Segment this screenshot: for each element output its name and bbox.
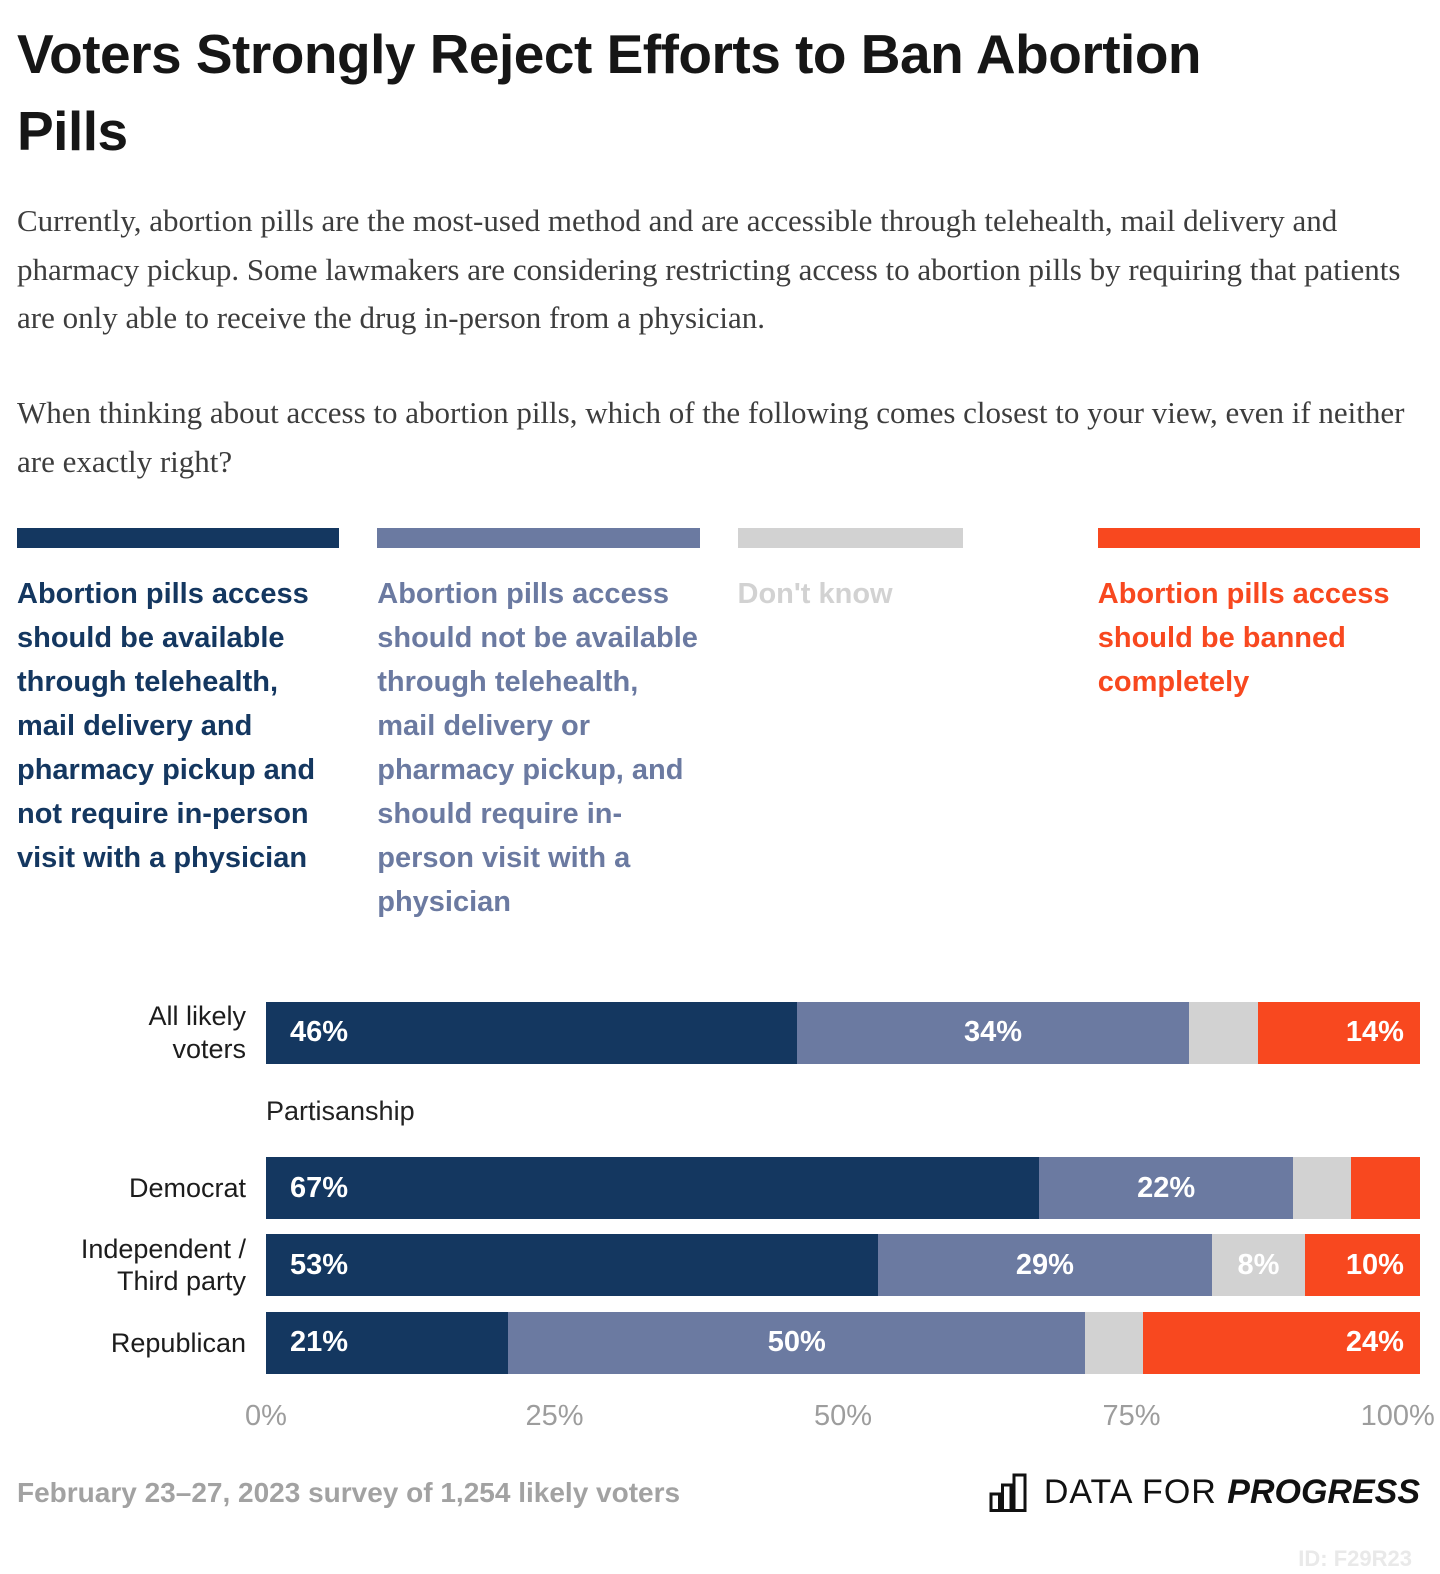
bar-segment: 29% (877, 1234, 1213, 1297)
segment-value-label: 29% (1015, 1248, 1074, 1281)
segment-value-label: 53% (290, 1248, 349, 1281)
category-label: All likely voters (148, 1001, 246, 1064)
bar-chart-icon (989, 1473, 1027, 1512)
section-row: Partisanship (17, 1065, 1420, 1157)
category-label: Democrat (128, 1172, 246, 1203)
bar-row: Democrat 67% 22% (17, 1157, 1420, 1220)
legend-swatch (737, 528, 964, 549)
bar-row: Independent / Third party 53% 29% 8% 10% (17, 1233, 1420, 1298)
bar-track: 21% 50% 24% (266, 1311, 1420, 1374)
bar-segment (1189, 1001, 1259, 1064)
bar-segment: 46% (266, 1001, 797, 1064)
brand-name: PROGRESS (1227, 1473, 1420, 1512)
bar-segment: 67% (266, 1157, 1040, 1220)
bar-segment: 53% (266, 1234, 878, 1297)
legend-item: Abortion pills access should not be avai… (377, 528, 700, 924)
segment-value-label: 21% (290, 1326, 349, 1359)
bar-segment: 50% (508, 1311, 1086, 1374)
x-tick-label: 0% (245, 1399, 287, 1432)
bar-segment (1350, 1157, 1420, 1220)
bar-track: 67% 22% (266, 1157, 1420, 1220)
category-label: Republican (110, 1327, 246, 1358)
footer: February 23–27, 2023 survey of 1,254 lik… (17, 1472, 1420, 1514)
legend-label: Abortion pills access should be availabl… (17, 578, 316, 875)
brand-prefix: DATA FOR (1043, 1473, 1217, 1512)
segment-value-label: 24% (1345, 1326, 1404, 1359)
bar-row: Republican 21% 50% 24% (17, 1311, 1420, 1374)
legend-item: Abortion pills access should be banned c… (1097, 528, 1420, 924)
question-paragraph: When thinking about access to abortion p… (17, 394, 1405, 479)
legend-item: Abortion pills access should be availabl… (17, 528, 340, 924)
segment-value-label: 67% (290, 1171, 349, 1204)
bar-segment: 34% (796, 1001, 1190, 1064)
bar-segment (1085, 1311, 1144, 1374)
bar-segment: 10% (1304, 1234, 1420, 1297)
bar-segment: 24% (1143, 1311, 1420, 1374)
source-note: February 23–27, 2023 survey of 1,254 lik… (17, 1476, 681, 1508)
page-title: Voters Strongly Reject Efforts to Ban Ab… (17, 23, 1202, 162)
bar-rows-overall: All likely voters 46% 34% 14% (17, 1000, 1420, 1065)
segment-value-label: 50% (767, 1326, 826, 1359)
legend-swatch (17, 528, 340, 549)
x-tick-label: 100% (1360, 1399, 1435, 1432)
bar-segment: 21% (266, 1311, 509, 1374)
chart-id: ID: F29R23 (1298, 1546, 1412, 1571)
brand-text: DATA FOR PROGRESS (1044, 1473, 1420, 1512)
legend: Abortion pills access should be availabl… (17, 528, 1420, 924)
bar-segment: 22% (1039, 1157, 1294, 1220)
segment-value-label: 34% (963, 1016, 1023, 1049)
bar-track: 46% 34% 14% (266, 1001, 1420, 1064)
segment-value-label: 46% (290, 1016, 349, 1049)
x-axis: 0% 25% 50% 75% 100% (245, 1399, 1435, 1442)
bar-row: All likely voters 46% 34% 14% (17, 1000, 1420, 1065)
section-label: Partisanship (266, 1095, 415, 1126)
legend-label: Abortion pills access should be banned c… (1097, 578, 1390, 699)
category-label: Independent / Third party (80, 1234, 246, 1297)
row-gap (17, 1219, 1420, 1233)
bar-track: 53% 29% 8% 10% (266, 1234, 1420, 1297)
x-axis-row: 0% 25% 50% 75% 100% (17, 1399, 1435, 1442)
bar-segment: 8% (1212, 1234, 1305, 1297)
x-tick-label: 50% (813, 1399, 873, 1432)
legend-label: Abortion pills access should not be avai… (377, 578, 698, 919)
segment-value-label: 8% (1237, 1248, 1280, 1281)
segment-value-label: 22% (1137, 1171, 1196, 1204)
x-tick-label: 25% (525, 1399, 584, 1432)
legend-swatch (377, 528, 700, 549)
bar-rows-partisan: Democrat 67% 22% Independent / Third party 53… (17, 1157, 1420, 1374)
stacked-bar-chart: All likely voters 46% 34% 14% Partisanship D… (17, 1000, 1435, 1442)
legend-label: Don't know (737, 578, 893, 611)
legend-item: Don't know (737, 528, 1060, 924)
x-axis-spacer (17, 1400, 266, 1442)
row-gap (17, 1298, 1420, 1312)
bar-segment: 14% (1258, 1001, 1420, 1064)
brand-logo: DATA FOR PROGRESS (988, 1472, 1420, 1514)
bar-segment (1293, 1157, 1351, 1220)
segment-value-label: 14% (1345, 1016, 1404, 1049)
segment-value-label: 10% (1345, 1248, 1404, 1281)
x-tick-label: 75% (1102, 1399, 1161, 1432)
intro-paragraph: Currently, abortion pills are the most-u… (17, 203, 1401, 336)
legend-swatch (1097, 528, 1420, 549)
